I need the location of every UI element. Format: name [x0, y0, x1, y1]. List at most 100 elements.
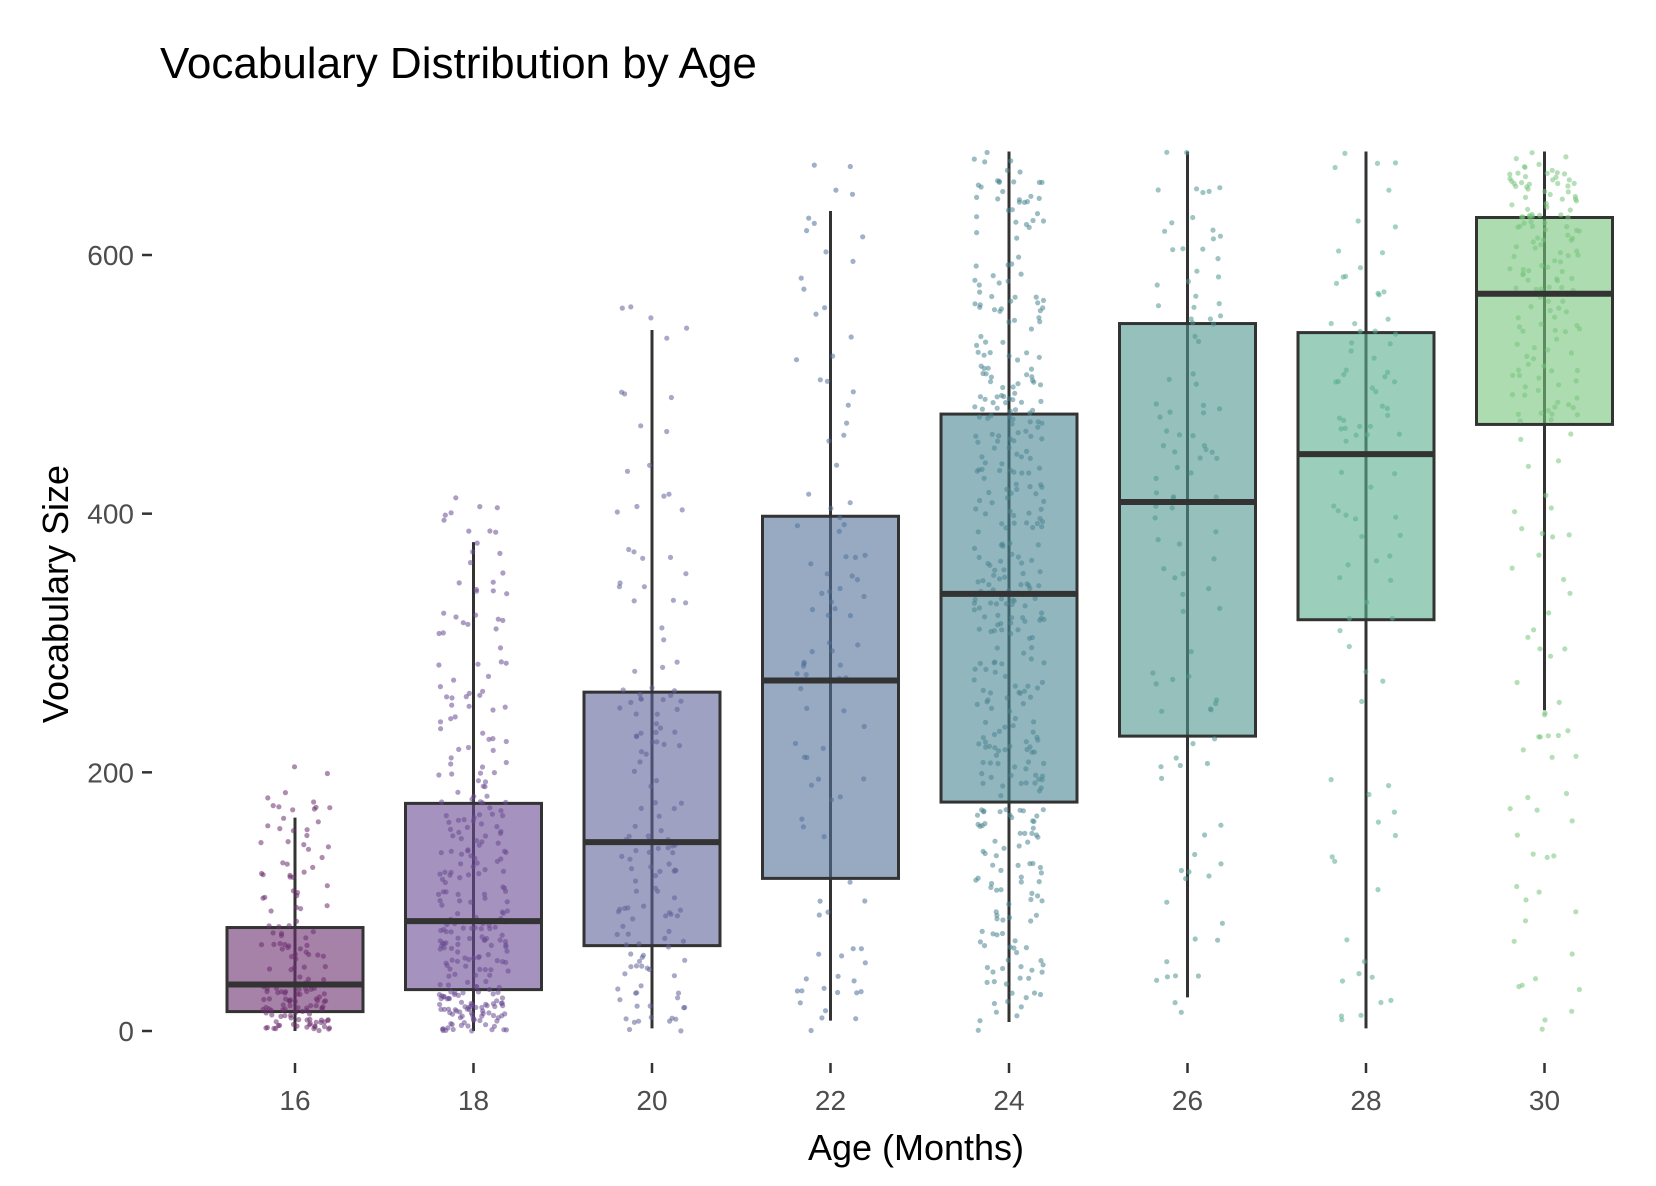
data-point — [1000, 384, 1006, 391]
data-point — [809, 649, 815, 655]
data-point — [638, 805, 644, 812]
data-point — [458, 851, 465, 857]
data-point — [471, 815, 477, 821]
data-point — [301, 964, 307, 970]
data-point — [438, 850, 444, 856]
data-point — [986, 489, 992, 496]
data-point — [821, 985, 827, 991]
data-point — [1548, 417, 1554, 423]
data-point — [1382, 374, 1388, 380]
data-point — [1027, 585, 1033, 591]
data-point — [996, 576, 1003, 582]
data-point — [861, 776, 867, 782]
data-point — [298, 906, 304, 912]
data-point — [628, 964, 634, 970]
data-point — [1011, 945, 1017, 951]
data-point — [1005, 998, 1011, 1005]
data-point — [972, 404, 978, 410]
data-point — [499, 995, 506, 1001]
data-point — [659, 625, 665, 631]
data-point — [448, 761, 454, 767]
data-point — [1153, 475, 1159, 481]
data-point — [1157, 414, 1163, 420]
data-point — [658, 828, 664, 834]
data-point — [976, 282, 982, 288]
data-point — [464, 824, 470, 831]
data-point — [1028, 656, 1034, 662]
data-point — [1039, 969, 1045, 975]
x-tick-label-18: 18 — [458, 1085, 489, 1116]
data-point — [825, 909, 831, 915]
data-point — [841, 708, 847, 714]
data-point — [474, 540, 480, 546]
data-point — [436, 630, 442, 637]
data-point — [480, 783, 486, 789]
data-point — [648, 783, 654, 790]
data-point — [485, 952, 491, 958]
data-point — [1020, 701, 1026, 707]
data-point — [466, 703, 472, 709]
data-point — [682, 957, 688, 963]
data-point — [440, 630, 446, 636]
data-point — [676, 743, 683, 749]
data-point — [437, 898, 443, 904]
data-point — [1378, 999, 1384, 1006]
data-point — [1542, 226, 1549, 233]
box-28 — [1296, 331, 1436, 622]
data-point — [1511, 253, 1517, 260]
box-18 — [404, 801, 543, 992]
data-point — [1004, 695, 1010, 701]
data-point — [1548, 505, 1554, 511]
data-point — [438, 726, 444, 732]
data-point — [483, 1022, 489, 1028]
data-point — [680, 938, 687, 944]
data-point — [628, 304, 634, 310]
data-point — [973, 506, 979, 512]
data-point — [1386, 187, 1392, 193]
data-point — [1545, 347, 1551, 353]
box-30 — [1475, 215, 1614, 426]
data-point — [437, 684, 443, 690]
data-point — [1507, 171, 1513, 177]
data-point — [1392, 471, 1398, 477]
data-point — [628, 951, 634, 957]
data-point — [990, 969, 996, 975]
data-point — [301, 869, 307, 875]
data-point — [648, 315, 654, 321]
data-point — [1364, 432, 1370, 438]
data-point — [465, 621, 471, 627]
data-point — [457, 898, 463, 904]
data-point — [1005, 207, 1012, 213]
data-point — [980, 735, 986, 741]
data-point — [849, 573, 855, 579]
data-point — [495, 616, 501, 622]
data-point — [1392, 832, 1398, 839]
data-point — [975, 182, 982, 188]
data-point — [293, 1009, 299, 1016]
data-point — [1039, 484, 1045, 490]
data-point — [671, 805, 677, 812]
data-point — [493, 626, 499, 632]
data-point — [321, 1024, 328, 1030]
data-point — [284, 861, 290, 867]
data-point — [636, 941, 642, 947]
data-point — [684, 325, 690, 331]
data-point — [671, 688, 678, 694]
data-point — [1217, 185, 1223, 191]
data-point — [1018, 879, 1024, 885]
data-point — [287, 998, 293, 1004]
data-point — [1164, 959, 1170, 965]
data-point — [294, 893, 300, 899]
data-point — [1355, 218, 1361, 224]
data-point — [264, 1024, 270, 1031]
data-point — [452, 971, 458, 977]
data-point — [1036, 354, 1042, 360]
data-point — [1516, 984, 1522, 990]
data-point — [1363, 669, 1369, 675]
data-point — [619, 853, 625, 860]
data-point — [1197, 455, 1203, 461]
data-point — [1027, 455, 1033, 461]
data-point — [984, 149, 990, 156]
data-point — [981, 365, 987, 371]
data-point — [324, 770, 330, 777]
